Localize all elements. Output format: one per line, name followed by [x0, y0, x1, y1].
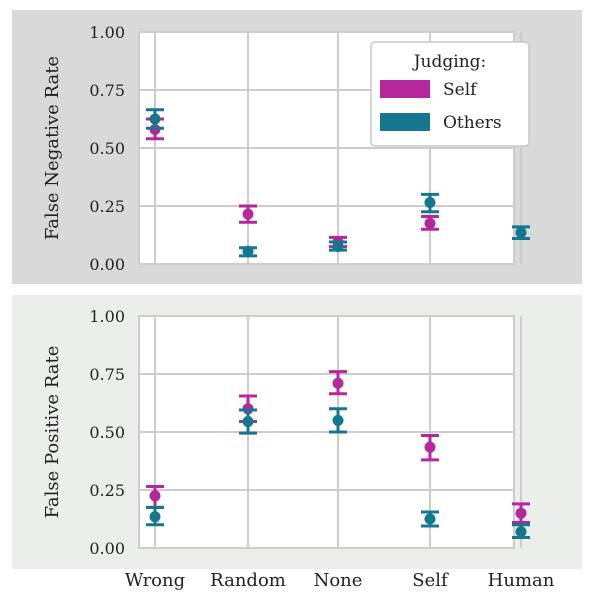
legend-swatch-others [380, 113, 430, 131]
x-tick-label-human: Human [488, 570, 555, 591]
data-point-others [149, 511, 161, 523]
y-tick-label: 0.75 [89, 365, 125, 384]
x-tick-label-none: None [314, 570, 363, 591]
data-point-others [242, 416, 254, 428]
legend-title: Judging: [412, 52, 487, 72]
legend: Judging: Self Others [370, 41, 530, 147]
data-point-others [515, 526, 527, 538]
data-point-self [515, 507, 527, 519]
x-tick-label-wrong: Wrong [125, 570, 185, 591]
y-tick-label: 1.00 [89, 23, 125, 42]
plot-frame [138, 315, 515, 549]
data-point-others [332, 414, 344, 426]
x-tick-label-self: Self [412, 570, 449, 591]
y-tick-label: 0.00 [89, 255, 125, 274]
y-tick-label: 0.25 [89, 481, 125, 500]
y-tick-label: 0.75 [89, 81, 125, 100]
x-tick-label-random: Random [210, 570, 286, 591]
data-point-others [149, 113, 161, 125]
data-point-others [515, 227, 527, 239]
data-point-self [424, 217, 436, 229]
chart-panel-bottom: 0.00 0.25 0.50 0.75 1.00 False Positive Rate [12, 295, 582, 569]
legend-label-self: Self [443, 80, 478, 100]
data-point-others [242, 245, 254, 257]
legend-swatch-self [380, 80, 430, 98]
y-tick-label: 0.50 [89, 139, 125, 158]
legend-label-others: Others [443, 113, 502, 133]
data-point-others [424, 513, 436, 525]
chart-panel-top: 0.00 0.25 0.50 0.75 1.00 False Negative Rate J… [12, 10, 582, 284]
data-point-self [332, 377, 344, 389]
y-axis-label: False Negative Rate [42, 56, 63, 240]
data-point-self [242, 208, 254, 220]
data-point-self [424, 441, 436, 453]
y-tick-label: 0.50 [89, 423, 125, 442]
data-point-others [332, 241, 344, 253]
data-point-self [149, 490, 161, 502]
y-tick-label: 0.25 [89, 197, 125, 216]
y-tick-label: 1.00 [89, 307, 125, 326]
y-axis-label: False Positive Rate [42, 346, 63, 519]
plot-frame [138, 31, 515, 265]
data-point-others [424, 197, 436, 209]
y-tick-label: 0.00 [89, 539, 125, 558]
